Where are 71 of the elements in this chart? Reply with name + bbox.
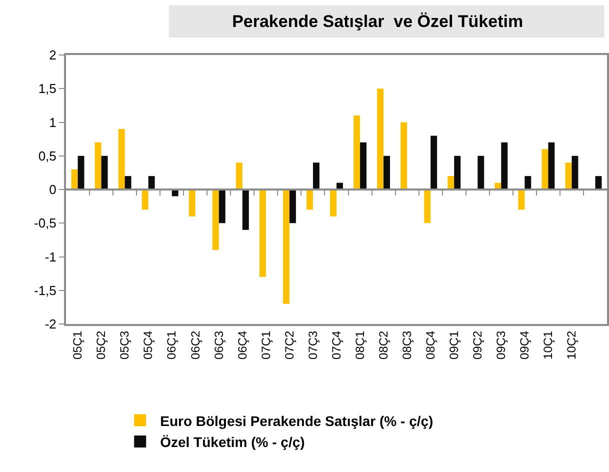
bar <box>101 156 108 190</box>
bar <box>518 190 525 210</box>
bar <box>548 142 555 190</box>
x-tick-label: 05Ç1 <box>70 330 85 360</box>
x-tick-label: 09Ç3 <box>494 330 508 360</box>
y-tick-label: 0 <box>49 182 56 198</box>
bar <box>289 190 296 224</box>
x-tick-label: 06Ç4 <box>235 330 250 360</box>
x-tick-label: 05Ç4 <box>141 330 156 360</box>
bar <box>377 88 384 190</box>
y-tick-label: -2 <box>44 316 56 332</box>
bar <box>448 176 454 190</box>
y-tick-label: -1 <box>44 249 56 264</box>
x-tick-label: 08Ç3 <box>400 330 414 360</box>
bar <box>148 176 155 190</box>
x-tick-label: 07Ç2 <box>282 330 296 360</box>
x-tick-label: 05Ç2 <box>94 330 108 360</box>
bar <box>259 190 266 277</box>
y-tick-label: -0,5 <box>34 216 56 231</box>
y-tick-label: 1 <box>49 114 56 130</box>
bar <box>282 190 290 304</box>
x-tick-label: 10Ç2 <box>564 330 579 360</box>
bar <box>306 190 313 210</box>
bar <box>212 190 219 250</box>
bar <box>188 190 196 216</box>
bar <box>354 116 360 190</box>
bar <box>71 169 78 190</box>
y-tick-label: -1,5 <box>34 282 56 298</box>
bar <box>430 136 438 190</box>
bar <box>524 176 532 190</box>
bar <box>330 190 336 216</box>
y-tick-label: 1,5 <box>38 81 56 96</box>
bar <box>565 162 572 190</box>
x-tick-label: 08Ç1 <box>352 330 367 360</box>
x-tick-label: 10Ç1 <box>541 330 556 360</box>
bar <box>572 156 578 190</box>
x-tick-label: 09Ç2 <box>470 330 485 360</box>
bar <box>478 156 484 190</box>
bar <box>118 128 125 190</box>
bar <box>242 190 249 230</box>
x-tick-label: 08Ç2 <box>376 330 390 360</box>
legend-label: Euro Bölgesi Perakende Satışlar (% - ç/ç) <box>160 412 434 429</box>
x-tick-label: 09Ç4 <box>518 330 532 360</box>
x-tick-label: 07Ç3 <box>306 330 320 360</box>
bar <box>360 142 366 190</box>
x-tick-label: 07Ç1 <box>258 330 273 360</box>
x-tick-label: 06Ç2 <box>188 330 202 360</box>
x-tick-label: 05Ç3 <box>118 330 132 360</box>
bar <box>124 176 132 190</box>
bar <box>236 162 242 190</box>
bar <box>384 156 390 190</box>
bar <box>218 190 226 224</box>
y-tick-label: 0,5 <box>38 148 56 164</box>
bar <box>142 190 148 210</box>
bar <box>78 156 84 190</box>
bar <box>312 162 320 190</box>
bar <box>400 122 408 190</box>
x-tick-label: 07Ç4 <box>329 330 344 360</box>
bar <box>595 176 602 190</box>
bar <box>501 142 508 190</box>
bar <box>542 149 548 190</box>
bar <box>454 156 461 190</box>
bar <box>94 142 102 190</box>
chart-title: Perakende Satışlar ve Özel Tüketim <box>232 12 524 32</box>
x-tick-label: 06Ç3 <box>212 330 226 360</box>
y-tick-label: 2 <box>49 48 56 63</box>
x-tick-label: 09Ç1 <box>447 330 462 360</box>
x-tick-label: 08Ç4 <box>423 330 438 360</box>
bar <box>424 190 431 224</box>
legend-label: Özel Tüketim (% - ç/ç) <box>160 434 305 450</box>
x-tick-label: 06Ç1 <box>164 330 179 360</box>
